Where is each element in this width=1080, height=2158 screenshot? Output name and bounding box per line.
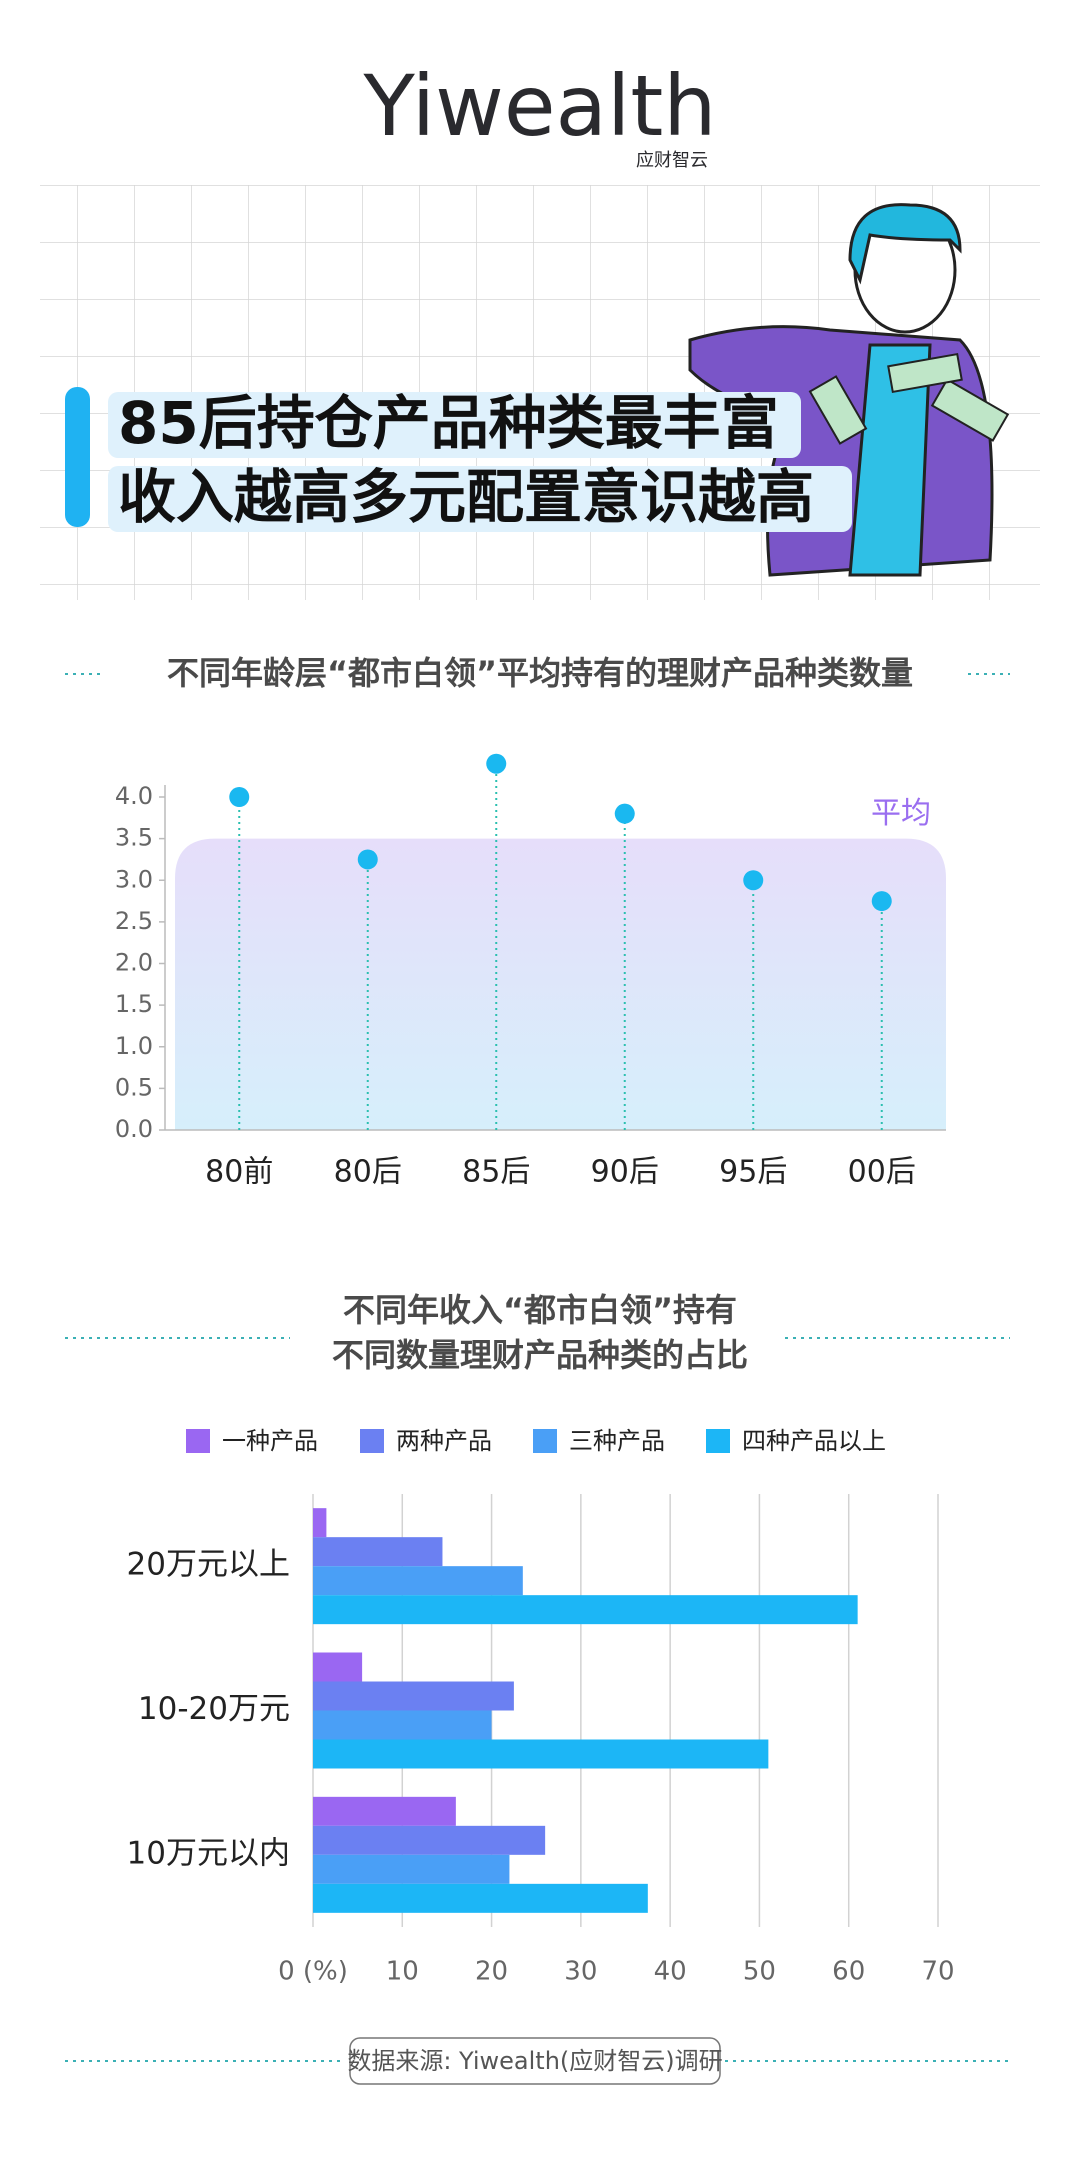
bar [313, 1883, 648, 1913]
y-tick-label: 3.0 [115, 865, 153, 893]
bar [313, 1854, 510, 1884]
bar [313, 1537, 443, 1567]
source: 数据来源: Yiwealth(应财智云)调研 [347, 2047, 722, 2075]
y-tick-label: 10-20万元 [138, 1691, 290, 1727]
legend-label: 三种产品 [569, 1427, 665, 1455]
bar [313, 1681, 514, 1711]
x-tick-label: 95后 [719, 1155, 787, 1190]
x-tick-label: 40 [654, 1957, 687, 1987]
chart-title: 不同年龄层“都市白领”平均持有的理财产品种类数量 [167, 654, 913, 692]
x-tick-label: 20 [475, 1957, 508, 1987]
bar [313, 1508, 327, 1538]
logo: Yiwealth [362, 57, 716, 155]
legend-label: 一种产品 [222, 1427, 318, 1455]
legend-swatch [706, 1429, 730, 1453]
y-tick-label: 3.5 [115, 824, 153, 852]
x-tick-label: 80前 [205, 1155, 273, 1190]
average-band [175, 838, 946, 1130]
x-tick-label: 0 (%) [278, 1957, 348, 1987]
legend-swatch [186, 1429, 210, 1453]
bar [313, 1566, 523, 1596]
chart-title: 不同年收入“都市白领”持有 [343, 1291, 737, 1329]
average-label: 平均 [871, 796, 931, 831]
logo-subtitle: 应财智云 [636, 150, 708, 171]
y-tick-label: 10万元以内 [127, 1835, 290, 1871]
x-tick-label: 85后 [462, 1155, 530, 1190]
x-tick-label: 50 [743, 1957, 776, 1987]
accent-bar [65, 387, 90, 527]
legend-swatch [360, 1429, 384, 1453]
y-tick-label: 0.0 [115, 1115, 153, 1143]
y-tick-label: 4.0 [115, 782, 153, 810]
x-tick-label: 80后 [334, 1155, 402, 1190]
lollipop-dot [486, 753, 507, 774]
y-tick-label: 0.5 [115, 1073, 153, 1101]
lollipop-dot [871, 891, 892, 912]
bar [313, 1595, 858, 1625]
lollipop-dot [357, 849, 378, 870]
bar [313, 1710, 492, 1740]
lollipop-dot [229, 787, 250, 807]
legend-label: 四种产品以上 [742, 1427, 886, 1455]
y-tick-label: 2.0 [115, 949, 153, 977]
lollipop-dot [614, 803, 635, 824]
headline-box [108, 466, 852, 532]
bar [313, 1825, 546, 1855]
x-tick-label: 00后 [848, 1155, 916, 1190]
y-tick-label: 1.5 [115, 990, 153, 1018]
bar [313, 1739, 769, 1769]
x-tick-label: 70 [921, 1957, 954, 1987]
headline-box [108, 392, 801, 458]
bar [313, 1796, 456, 1826]
headline: 收入越高多元配置意识越高 [118, 463, 814, 531]
legend-swatch [533, 1429, 557, 1453]
x-tick-label: 10 [386, 1957, 419, 1987]
y-tick-label: 1.0 [115, 1032, 153, 1060]
x-tick-label: 90后 [591, 1155, 659, 1190]
legend-label: 两种产品 [396, 1427, 492, 1455]
x-tick-label: 60 [832, 1957, 865, 1987]
headline: 85后持仓产品种类最丰富 [118, 389, 779, 457]
y-tick-label: 20万元以上 [127, 1547, 290, 1583]
chart-title: 不同数量理财产品种类的占比 [332, 1336, 748, 1374]
y-tick-label: 2.5 [115, 907, 153, 935]
bar [313, 1652, 363, 1682]
source-box [349, 2037, 721, 2085]
lollipop-dot [743, 870, 764, 891]
x-tick-label: 30 [564, 1957, 597, 1987]
